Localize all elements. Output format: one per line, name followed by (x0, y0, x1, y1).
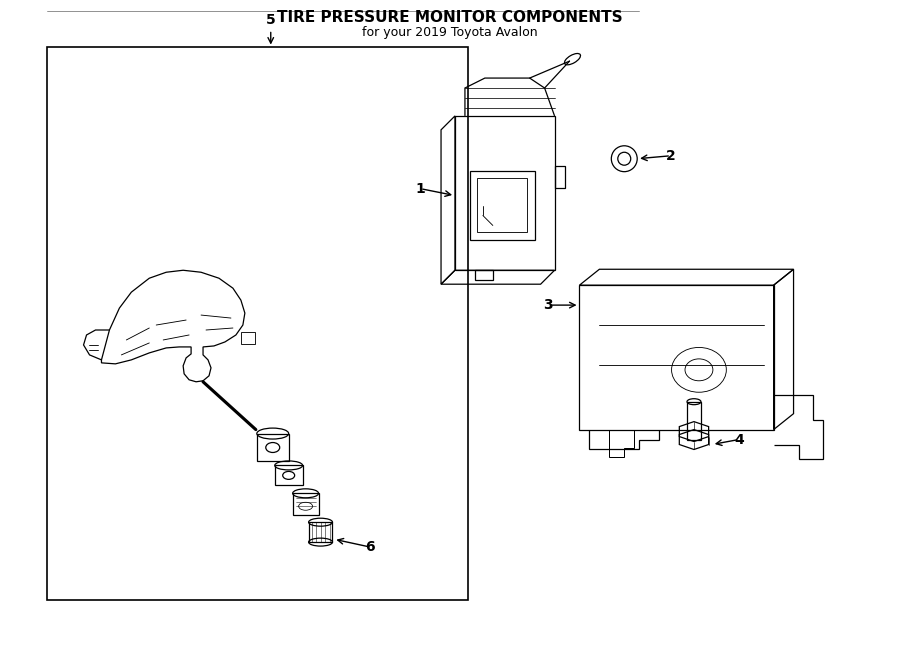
Bar (687, 402, 701, 440)
Bar (274, 465, 302, 485)
Text: for your 2019 Toyota Avalon: for your 2019 Toyota Avalon (362, 26, 538, 40)
Bar (477, 178, 526, 233)
Bar (475, 270, 493, 280)
Bar (47, 48, 468, 600)
Text: 4: 4 (734, 432, 743, 447)
Bar (455, 116, 554, 270)
Bar (241, 332, 255, 344)
Bar (470, 171, 535, 241)
Bar (554, 166, 564, 188)
Text: 3: 3 (543, 298, 553, 312)
Text: TIRE PRESSURE MONITOR COMPONENTS: TIRE PRESSURE MONITOR COMPONENTS (277, 10, 623, 25)
Text: 5: 5 (266, 13, 275, 26)
Text: 1: 1 (415, 182, 425, 196)
Bar (309, 522, 332, 542)
Bar (580, 285, 774, 430)
Bar (292, 493, 319, 515)
Text: 2: 2 (666, 149, 676, 163)
Bar (256, 434, 289, 461)
Text: 6: 6 (365, 540, 375, 554)
